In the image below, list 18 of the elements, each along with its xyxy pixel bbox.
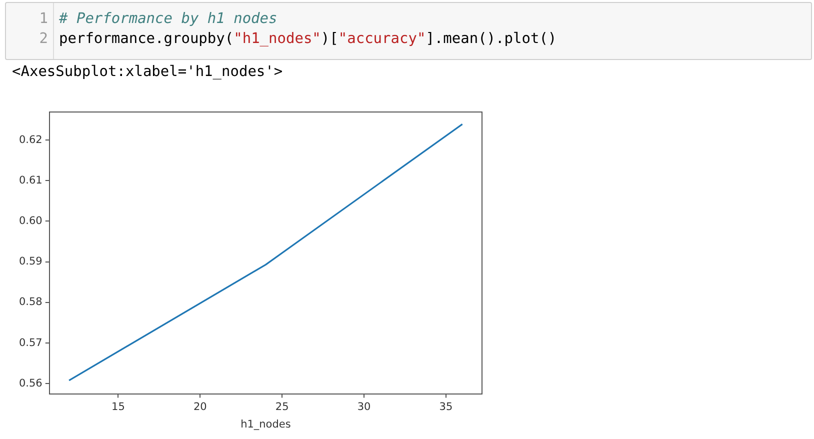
text: 2 [38, 30, 48, 49]
y-tick-label: 0.61 [18, 174, 42, 186]
text: <AxesSubplot:xlabel='h1_nodes'> [12, 64, 283, 80]
y-tick-label: 0.57 [18, 336, 42, 349]
y-tick-label: 0.60 [18, 214, 42, 227]
x-tick-label: 35 [439, 400, 453, 413]
x-axis-title: h1_nodes [240, 418, 291, 430]
y-tick-label: 0.62 [18, 134, 42, 146]
text: performance.groupby("h1_nodes")["accuracy"].mean().plot() [59, 31, 557, 47]
text: # Performance by h1 nodes [59, 11, 278, 27]
x-tick-label: 20 [193, 400, 207, 413]
x-tick-label: 25 [275, 400, 289, 413]
y-tick-label: 0.56 [18, 377, 43, 390]
x-tick-label: 15 [112, 400, 125, 413]
y-tick-label: 0.59 [18, 256, 42, 268]
text: 1 [38, 10, 48, 29]
y-tick-label: 0.58 [18, 296, 42, 308]
x-tick-label: 30 [357, 400, 371, 413]
